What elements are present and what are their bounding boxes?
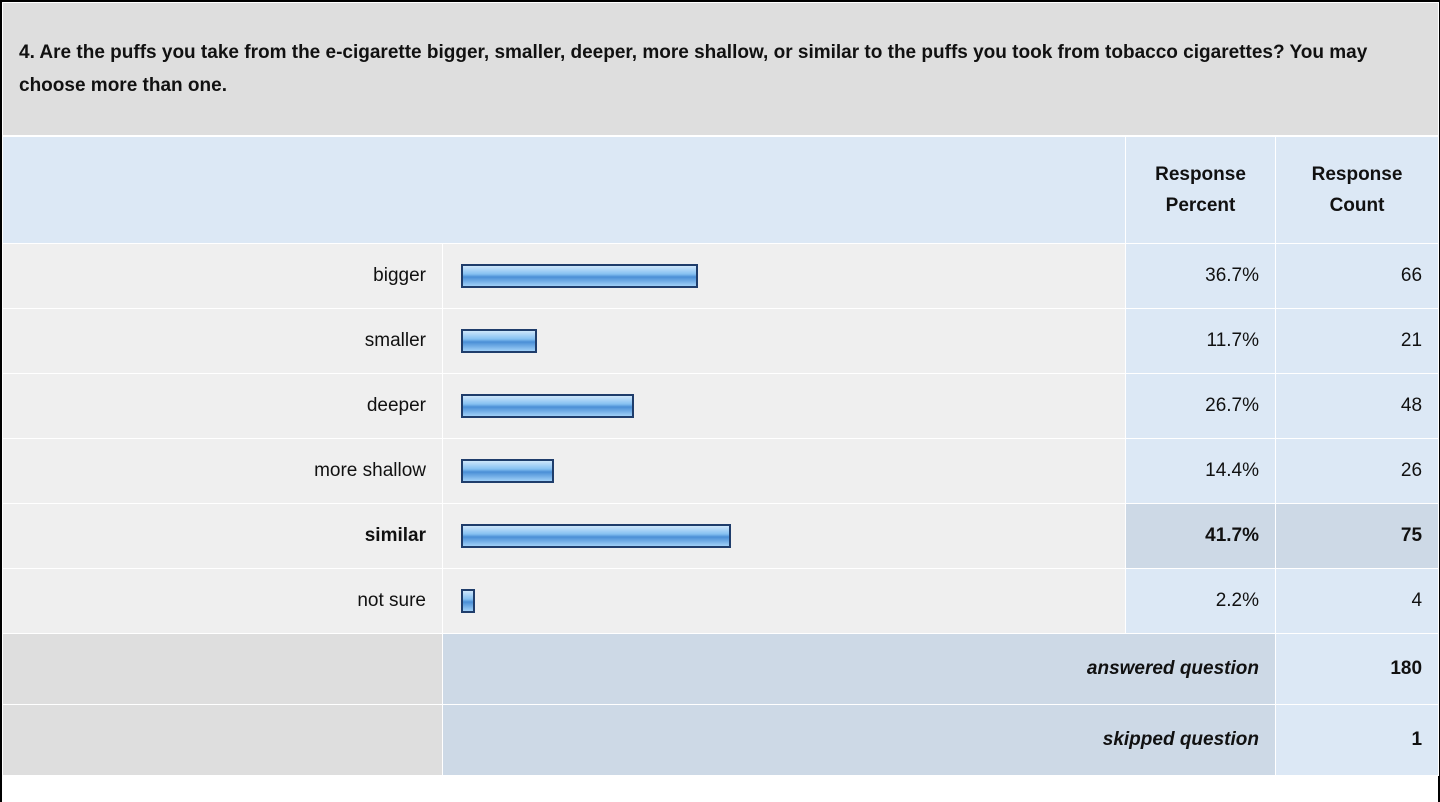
question-title: 4. Are the puffs you take from the e-cig… [1,2,1440,137]
choice-label: similar [2,503,443,569]
response-count: 48 [1274,373,1440,439]
bar-cell [442,438,1126,504]
choice-label: deeper [2,373,443,439]
answered-value: 180 [1274,633,1440,705]
response-row: deeper 26.7% 48 [2,373,1440,439]
results-table: 4. Are the puffs you take from the e-cig… [1,2,1440,776]
response-row: bigger 36.7% 66 [2,243,1440,309]
answered-label: answered question [442,633,1276,705]
bar-cell [442,568,1126,634]
bar [461,329,537,353]
response-percent: 36.7% [1125,243,1276,309]
bar-cell [442,308,1126,374]
bar [461,264,699,288]
header-count: Response Count [1274,135,1440,244]
header-blank [2,135,1126,244]
bar [461,459,555,483]
choice-label: bigger [2,243,443,309]
bar [461,524,731,548]
bar [461,394,634,418]
response-percent: 14.4% [1125,438,1276,504]
choice-label: not sure [2,568,443,634]
bar [461,589,476,613]
response-percent: 41.7% [1125,503,1276,569]
response-count: 66 [1274,243,1440,309]
response-row: similar 41.7% 75 [2,503,1440,569]
footer-blank [2,633,443,705]
bar-cell [442,373,1126,439]
choice-label: smaller [2,308,443,374]
response-count: 26 [1274,438,1440,504]
response-row: more shallow 14.4% 26 [2,438,1440,504]
skipped-value: 1 [1274,704,1440,776]
footer-blank [2,704,443,776]
response-percent: 26.7% [1125,373,1276,439]
skipped-label: skipped question [442,704,1276,776]
response-count: 75 [1274,503,1440,569]
response-count: 21 [1274,308,1440,374]
response-row: not sure 2.2% 4 [2,568,1440,634]
response-row: smaller 11.7% 21 [2,308,1440,374]
choice-label: more shallow [2,438,443,504]
bar-cell [442,243,1126,309]
response-percent: 2.2% [1125,568,1276,634]
header-percent: Response Percent [1125,135,1276,244]
response-count: 4 [1274,568,1440,634]
response-percent: 11.7% [1125,308,1276,374]
bar-cell [442,503,1126,569]
